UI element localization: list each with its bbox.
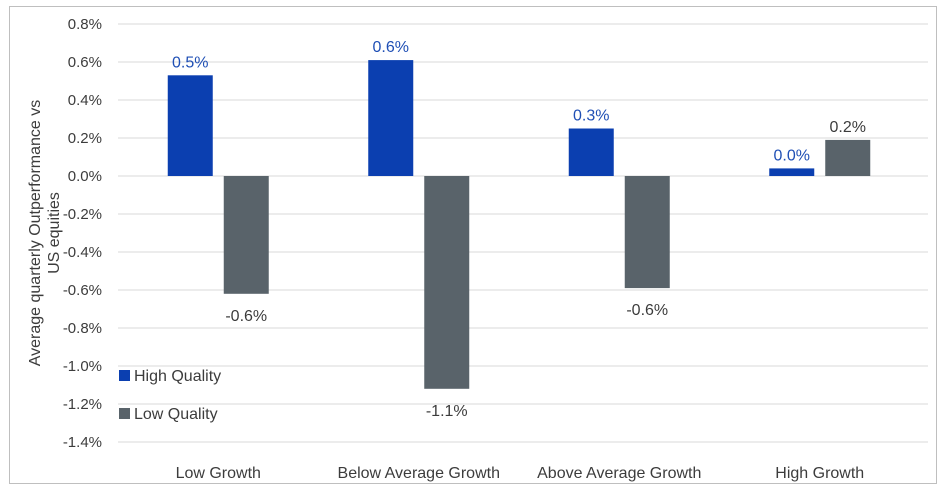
y-tick-label: -1.0% <box>63 358 102 375</box>
y-tick-label: 0.2% <box>68 130 102 147</box>
legend-swatch <box>119 370 130 381</box>
bar-low-quality <box>624 176 670 289</box>
bars <box>167 60 871 389</box>
y-tick-label: -0.8% <box>63 320 102 337</box>
x-axis-categories: Low Growth Below Average Growth Above Aver… <box>176 465 865 482</box>
bar-high-quality <box>769 168 815 176</box>
legend: High Quality Low Quality <box>119 368 221 423</box>
legend-label: Low Quality <box>134 406 218 423</box>
data-label: 0.0% <box>774 147 810 164</box>
chart-frame: 0.8% 0.6% 0.4% 0.2% 0.0% -0.2% -0.4% -0.6% -0.8%… <box>9 6 937 484</box>
bar-chart: 0.8% 0.6% 0.4% 0.2% 0.0% -0.2% -0.4% -0.6% -0.8%… <box>27 16 928 482</box>
data-labels: 0.5% -0.6% 0.6% -1.1% 0.3% -0.6% 0.0% 0.2% <box>172 39 866 420</box>
y-tick-label: 0.6% <box>68 54 102 71</box>
bar-low-quality <box>223 176 269 294</box>
y-tick-label: 0.8% <box>68 16 102 33</box>
bar-low-quality <box>424 176 470 389</box>
x-category-label: Low Growth <box>176 465 261 482</box>
data-label: 0.6% <box>373 39 409 56</box>
bar-high-quality <box>568 128 614 176</box>
data-label: -0.6% <box>626 302 668 319</box>
x-category-label: High Growth <box>775 465 864 482</box>
y-tick-label: -0.2% <box>63 206 102 223</box>
data-label: -1.1% <box>426 403 468 420</box>
y-tick-label: -0.4% <box>63 244 102 261</box>
data-label: 0.3% <box>573 108 609 125</box>
legend-swatch <box>119 408 130 419</box>
y-tick-label: 0.4% <box>68 92 102 109</box>
y-axis-ticks: 0.8% 0.6% 0.4% 0.2% 0.0% -0.2% -0.4% -0.6% -0.8%… <box>63 16 102 451</box>
y-tick-label: 0.0% <box>68 168 102 185</box>
y-tick-label: -1.2% <box>63 396 102 413</box>
y-tick-label: -0.6% <box>63 282 102 299</box>
y-axis-label: Average quarterly Outperformance vs US eq… <box>27 100 63 367</box>
bar-high-quality <box>167 75 213 176</box>
legend-label: High Quality <box>134 368 221 385</box>
y-tick-label: -1.4% <box>63 434 102 451</box>
x-category-label: Above Average Growth <box>537 465 701 482</box>
bar-low-quality <box>825 139 871 176</box>
bar-high-quality <box>368 60 414 176</box>
data-label: 0.5% <box>172 54 208 71</box>
x-category-label: Below Average Growth <box>338 465 500 482</box>
data-label: 0.2% <box>830 119 866 136</box>
data-label: -0.6% <box>225 308 267 325</box>
y-axis-title: Average quarterly Outperformance vs US eq… <box>27 100 63 367</box>
